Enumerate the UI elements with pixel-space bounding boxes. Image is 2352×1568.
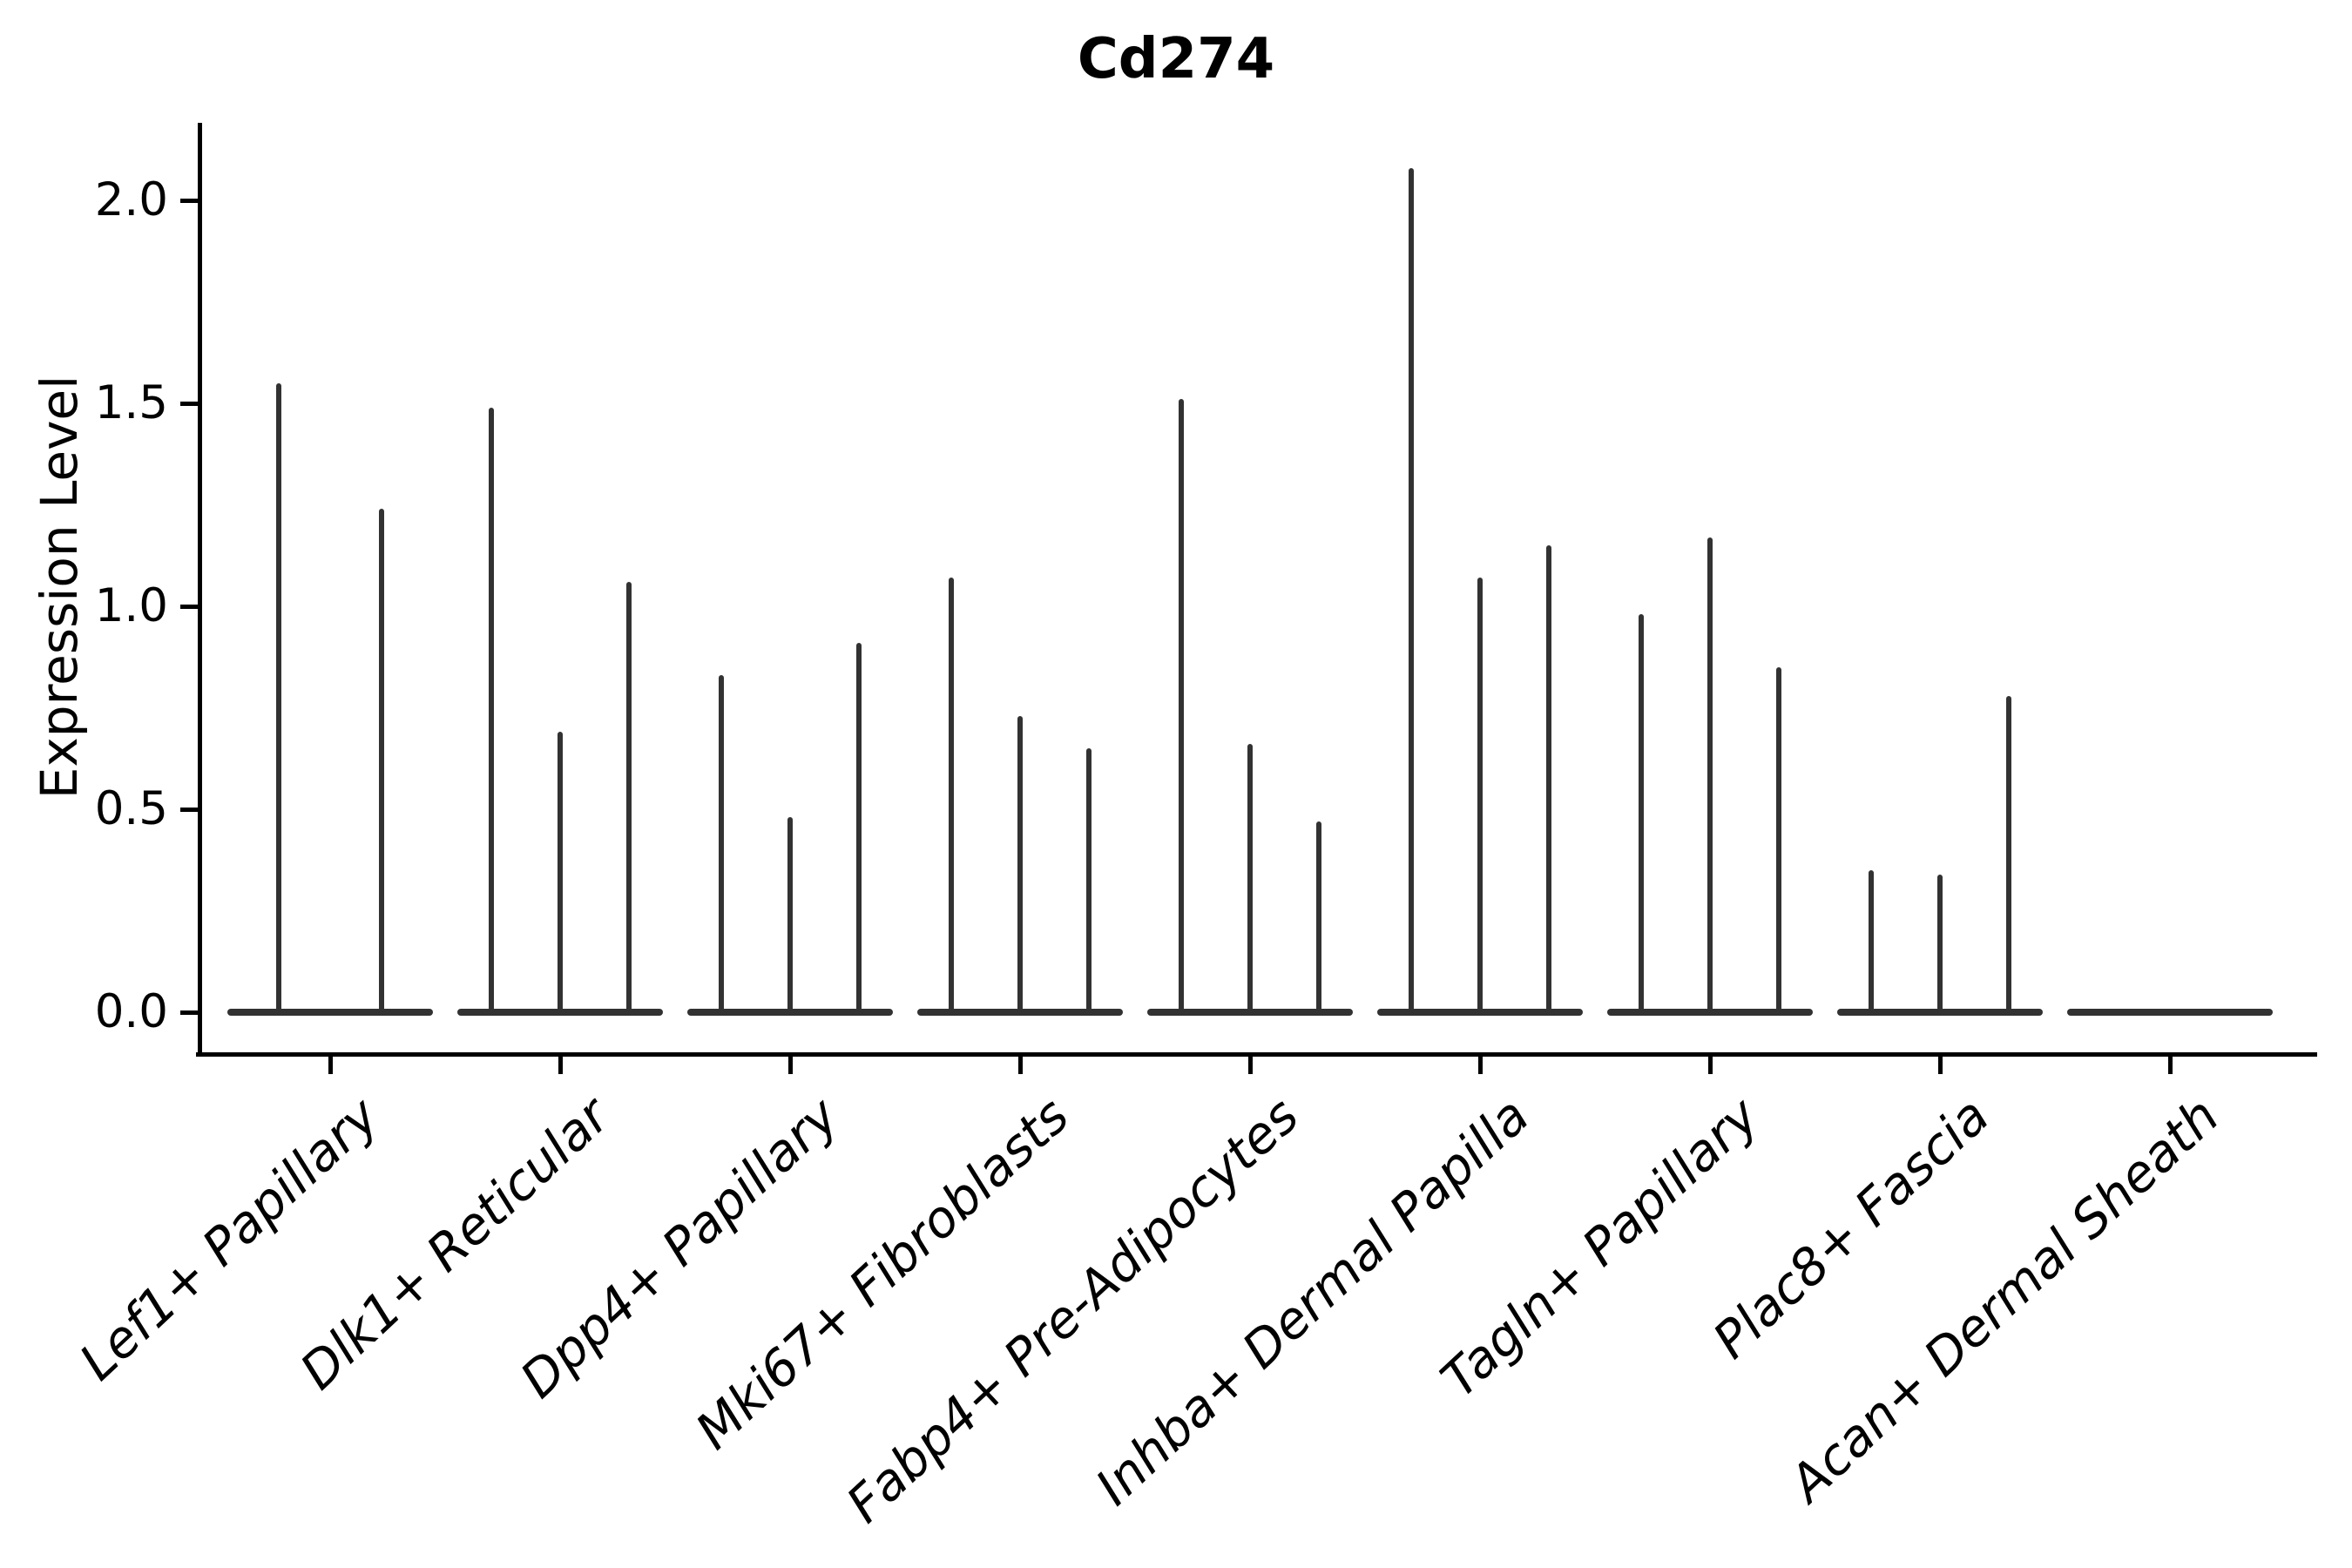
x-tick <box>1708 1057 1713 1074</box>
y-tick-label: 1.5 <box>94 376 168 429</box>
violin-base-line <box>1837 1009 2043 1016</box>
violin-spike <box>1017 715 1023 1012</box>
y-tick <box>180 605 198 609</box>
violin-spike <box>1546 545 1551 1012</box>
chart-title: Cd274 <box>1077 27 1275 91</box>
y-tick <box>180 808 198 812</box>
violin-spike <box>1179 399 1184 1012</box>
violin-spike <box>626 582 632 1012</box>
x-axis-spine <box>196 1052 2317 1057</box>
x-tick <box>328 1057 333 1074</box>
violin-spike <box>558 732 563 1012</box>
violin-base-line <box>1607 1009 1813 1016</box>
violin-spike <box>379 509 384 1012</box>
violin-base-line <box>227 1009 433 1016</box>
y-tick <box>180 199 198 203</box>
y-tick <box>180 1010 198 1015</box>
violin-spike <box>489 407 494 1012</box>
violin-spike <box>2006 695 2011 1012</box>
x-tick-label: Inhba+ Dermal Papilla <box>1084 1085 1541 1517</box>
violin-spike <box>1316 821 1321 1012</box>
violin-spike <box>856 642 862 1012</box>
violin-spike <box>1477 578 1483 1012</box>
violin-base-line <box>2067 1009 2273 1016</box>
violin-spike <box>1639 614 1644 1012</box>
x-tick <box>558 1057 563 1074</box>
violin-spike <box>949 578 954 1012</box>
violin-spike <box>719 675 724 1012</box>
x-tick <box>1478 1057 1483 1074</box>
x-tick <box>788 1057 793 1074</box>
x-tick <box>2168 1057 2173 1074</box>
y-tick-label: 0.5 <box>94 782 168 835</box>
x-tick-label: Acan+ Dermal Sheath <box>1778 1085 2231 1513</box>
violin-spike <box>1409 167 1414 1012</box>
violin-spike <box>1776 666 1781 1012</box>
x-tick <box>1018 1057 1023 1074</box>
violin-base-line <box>1377 1009 1583 1016</box>
y-axis-spine <box>198 123 202 1057</box>
violin-spike <box>1086 748 1092 1012</box>
violin-spike <box>1247 744 1253 1012</box>
y-tick-label: 2.0 <box>94 173 168 226</box>
violin-base-line <box>1147 1009 1353 1016</box>
violin-base-line <box>917 1009 1123 1016</box>
violin-base-line <box>687 1009 893 1016</box>
x-tick <box>1248 1057 1253 1074</box>
violin-spike <box>787 817 793 1012</box>
x-tick-label: Fabp4+ Pre-Adipocytes <box>835 1085 1311 1535</box>
y-tick-label: 0.0 <box>94 985 168 1038</box>
violin-spike <box>1707 537 1713 1012</box>
x-tick <box>1938 1057 1943 1074</box>
y-tick-label: 1.0 <box>94 579 168 632</box>
violin-spike <box>276 382 281 1012</box>
violin-base-line <box>457 1009 663 1016</box>
violin-spike <box>1869 869 1874 1012</box>
x-tick-label: Mki67+ Fibroblasts <box>684 1085 1081 1461</box>
violin-spike <box>1937 874 1943 1012</box>
y-tick <box>180 402 198 406</box>
